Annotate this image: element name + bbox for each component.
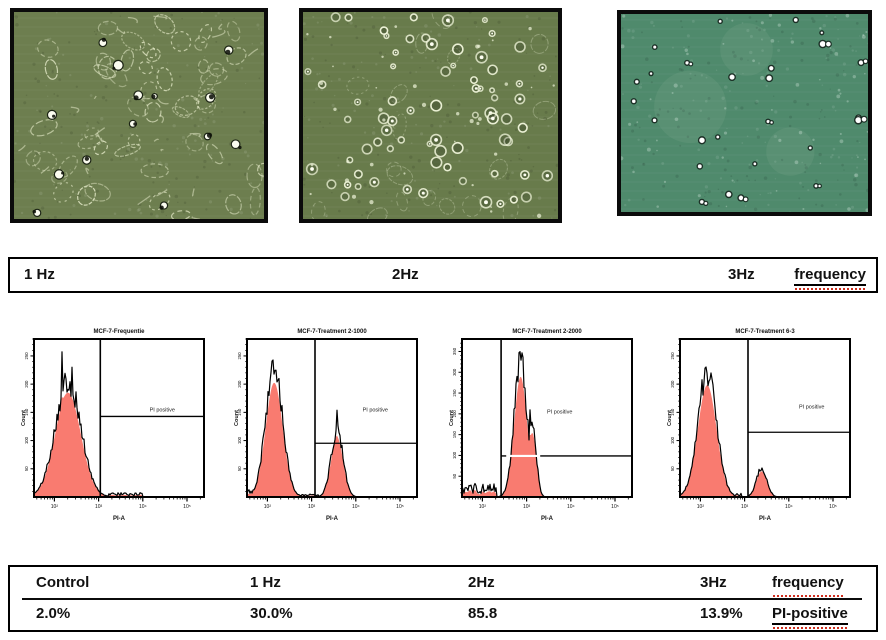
- flow-histogram-canvas: PI positive 50 100 150 200 250 10² 10³ 10⁴ 10⁵ MCF…: [667, 329, 851, 522]
- table-value-pi-positive: PI-positive: [772, 605, 848, 629]
- svg-text:200: 200: [670, 380, 675, 388]
- svg-text:250: 250: [24, 352, 29, 360]
- flow-histogram-panel-1: PI positive 50 100 150 200 250 10² 10³ 10⁴ 10⁵ MCF…: [20, 322, 227, 538]
- svg-text:PI positive: PI positive: [799, 405, 824, 411]
- svg-text:PI positive: PI positive: [547, 409, 572, 415]
- svg-text:MCF-7-Frequentie: MCF-7-Frequentie: [94, 329, 146, 335]
- svg-text:10²: 10²: [264, 504, 272, 510]
- frequency-label-bar: 1 Hz 2Hz 3Hz frequency: [8, 257, 878, 293]
- svg-text:100: 100: [24, 436, 29, 444]
- microscopy-image-3hz: [617, 10, 872, 216]
- svg-text:10⁴: 10⁴: [567, 504, 575, 510]
- table-header-rule: [22, 598, 862, 600]
- svg-text:10³: 10³: [741, 504, 749, 510]
- svg-text:100: 100: [237, 436, 242, 444]
- svg-text:200: 200: [452, 410, 457, 418]
- svg-text:PI-A: PI-A: [113, 516, 126, 522]
- flow-histogram-canvas: PI positive 50 100 150 200 250 10² 10³ 10⁴ 10⁵ MCF…: [234, 329, 418, 522]
- svg-text:10³: 10³: [308, 504, 316, 510]
- svg-text:PI-A: PI-A: [759, 516, 772, 522]
- microscopy-image-2hz: [299, 8, 562, 223]
- frequency-label-1hz: 1 Hz: [24, 266, 55, 283]
- flow-histogram-canvas: PI positive 50 100 150 200 250 300 350 10² 10³ 10⁴…: [449, 329, 633, 522]
- table-header-3hz: 3Hz: [700, 574, 727, 591]
- svg-text:250: 250: [452, 389, 457, 397]
- svg-text:Count: Count: [234, 410, 240, 426]
- svg-text:150: 150: [670, 408, 675, 416]
- microscopy-canvas-1hz: [14, 12, 264, 219]
- svg-text:10⁵: 10⁵: [396, 504, 404, 510]
- svg-text:PI-A: PI-A: [326, 516, 339, 522]
- frequency-label-2hz: 2Hz: [392, 266, 419, 283]
- svg-text:50: 50: [24, 466, 29, 471]
- svg-text:50: 50: [670, 466, 675, 471]
- results-table: Control 1 Hz 2Hz 3Hz frequency 2.0% 30.0…: [8, 565, 878, 632]
- svg-text:PI positive: PI positive: [150, 408, 175, 414]
- microscopy-canvas-2hz: [303, 12, 558, 219]
- svg-text:200: 200: [24, 380, 29, 388]
- svg-text:10⁵: 10⁵: [829, 504, 837, 510]
- svg-text:10²: 10²: [697, 504, 705, 510]
- svg-text:250: 250: [670, 352, 675, 360]
- svg-text:150: 150: [237, 408, 242, 416]
- svg-text:50: 50: [452, 473, 457, 478]
- svg-text:100: 100: [670, 436, 675, 444]
- svg-text:MCF-7-Treatment 2-1000: MCF-7-Treatment 2-1000: [297, 329, 367, 335]
- svg-text:PI positive: PI positive: [363, 408, 388, 414]
- svg-text:PI-A: PI-A: [541, 516, 554, 522]
- flow-histogram-panel-4: PI positive 50 100 150 200 250 10² 10³ 10⁴ 10⁵ MCF…: [666, 322, 873, 538]
- svg-text:150: 150: [24, 408, 29, 416]
- svg-text:10²: 10²: [479, 504, 487, 510]
- svg-text:10⁵: 10⁵: [183, 504, 191, 510]
- svg-text:350: 350: [452, 347, 457, 355]
- table-value-1hz: 30.0%: [250, 605, 293, 622]
- table-header-1hz: 1 Hz: [250, 574, 281, 591]
- table-value-3hz: 13.9%: [700, 605, 743, 622]
- svg-text:300: 300: [452, 368, 457, 376]
- table-value-control: 2.0%: [36, 605, 71, 622]
- microscopy-canvas-3hz: [621, 14, 868, 212]
- svg-text:10⁴: 10⁴: [785, 504, 793, 510]
- svg-text:250: 250: [237, 352, 242, 360]
- table-header-frequency: frequency: [772, 574, 844, 597]
- table-value-2hz: 85.8: [468, 605, 498, 622]
- svg-text:MCF-7-Treatment 6-3: MCF-7-Treatment 6-3: [735, 329, 795, 335]
- svg-text:10⁴: 10⁴: [139, 504, 147, 510]
- microscopy-image-1hz: [10, 8, 268, 223]
- svg-text:50: 50: [237, 466, 242, 471]
- svg-text:200: 200: [237, 380, 242, 388]
- table-header-control: Control: [36, 574, 90, 591]
- frequency-label-3hz: 3Hz: [728, 266, 755, 283]
- svg-text:Count: Count: [667, 410, 673, 426]
- svg-text:10³: 10³: [523, 504, 531, 510]
- flow-histogram-panel-3: PI positive 50 100 150 200 250 300 350 10² 10³ 10⁴…: [448, 322, 655, 538]
- svg-text:10⁵: 10⁵: [611, 504, 619, 510]
- svg-text:10²: 10²: [51, 504, 59, 510]
- flow-histogram-canvas: PI positive 50 100 150 200 250 10² 10³ 10⁴ 10⁵ MCF…: [21, 329, 205, 522]
- flow-histogram-panel-2: PI positive 50 100 150 200 250 10² 10³ 10⁴ 10⁵ MCF…: [233, 322, 440, 538]
- svg-text:MCF-7-Treatment 2-2000: MCF-7-Treatment 2-2000: [512, 329, 582, 335]
- svg-text:100: 100: [452, 451, 457, 459]
- table-header-2hz: 2Hz: [468, 574, 495, 591]
- svg-text:150: 150: [452, 430, 457, 438]
- svg-text:10⁴: 10⁴: [352, 504, 360, 510]
- svg-text:Count: Count: [449, 410, 455, 426]
- frequency-axis-caption: frequency: [794, 266, 866, 290]
- svg-text:10³: 10³: [95, 504, 103, 510]
- svg-text:Count: Count: [21, 410, 27, 426]
